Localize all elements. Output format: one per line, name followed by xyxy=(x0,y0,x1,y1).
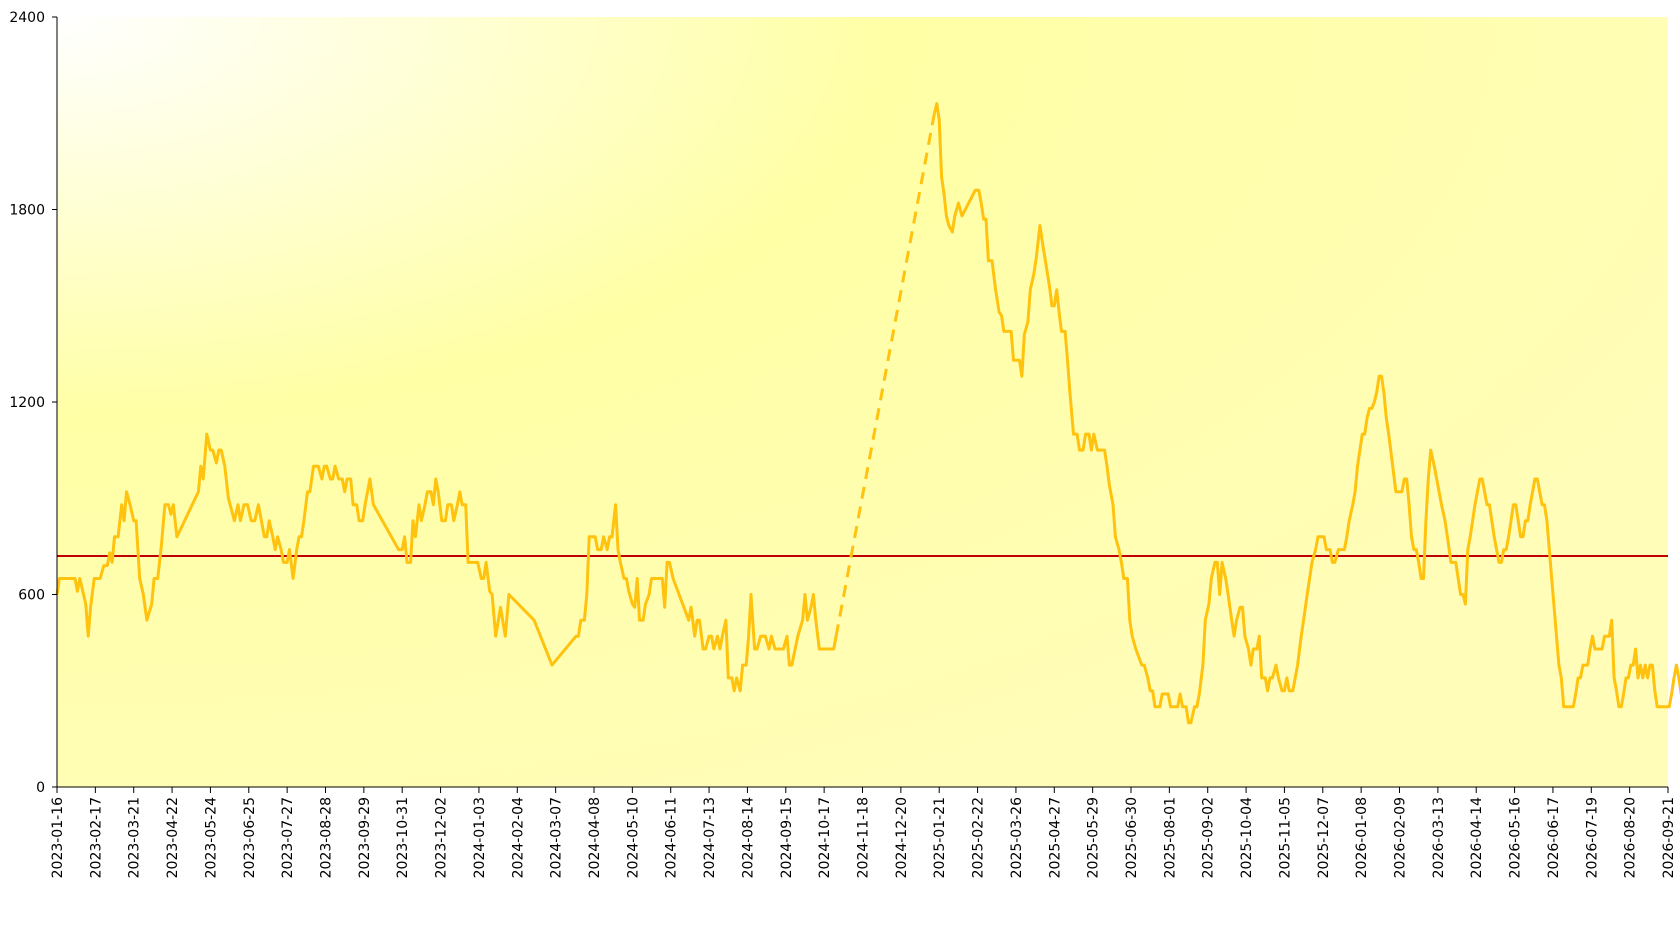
x-tick-label: 2025-06-30 xyxy=(1124,797,1140,878)
x-tick-label: 2023-08-28 xyxy=(319,797,335,878)
x-tick-label: 2023-02-17 xyxy=(88,797,104,878)
x-tick-label: 2024-01-03 xyxy=(472,797,488,878)
x-tick-label: 2024-11-18 xyxy=(856,797,872,878)
series-line-segment-2 xyxy=(834,113,936,637)
x-tick-label: 2026-03-13 xyxy=(1431,797,1447,878)
y-tick-label: 1200 xyxy=(9,395,45,411)
series-line-segment-3 xyxy=(932,102,1680,725)
x-tick-label: 2025-09-02 xyxy=(1201,797,1217,878)
x-tick-label: 2024-12-20 xyxy=(894,797,910,878)
x-tick-label: 2025-05-29 xyxy=(1086,797,1102,878)
x-tick-label: 2024-02-04 xyxy=(510,797,526,878)
x-tick-label: 2026-09-21 xyxy=(1661,797,1677,878)
x-tick-label: 2026-05-16 xyxy=(1508,797,1524,878)
x-tick-label: 2024-05-10 xyxy=(625,797,641,878)
x-tick-label: 2026-04-14 xyxy=(1469,797,1485,878)
x-tick-label: 2023-04-22 xyxy=(165,797,181,878)
x-tick-label: 2025-10-04 xyxy=(1239,797,1255,878)
x-tick-label: 2024-06-11 xyxy=(664,797,680,878)
x-tick-label: 2023-09-29 xyxy=(357,797,373,878)
x-tick-label: 2023-01-16 xyxy=(50,797,66,878)
x-tick-label: 2025-08-01 xyxy=(1162,797,1178,878)
x-tick-label: 2026-06-17 xyxy=(1546,797,1562,878)
x-tick-label: 2023-05-24 xyxy=(203,797,219,878)
y-tick-label: 0 xyxy=(36,780,45,796)
x-tick-label: 2024-09-15 xyxy=(779,797,795,878)
x-tick-label: 2025-04-27 xyxy=(1047,797,1063,878)
x-tick-label: 2026-02-09 xyxy=(1393,797,1409,878)
series-line-segment-1 xyxy=(55,432,838,693)
x-tick-label: 2026-08-20 xyxy=(1623,797,1639,878)
x-tick-label: 2023-12-02 xyxy=(434,797,450,878)
plot-background xyxy=(57,17,1668,787)
x-tick-label: 2024-10-17 xyxy=(817,797,833,878)
x-tick-label: 2023-07-27 xyxy=(280,797,296,878)
x-tick-label: 2026-01-08 xyxy=(1354,797,1370,878)
x-tick-label: 2024-04-08 xyxy=(587,797,603,878)
y-tick-label: 2400 xyxy=(9,10,45,26)
x-tick-label: 2023-10-31 xyxy=(395,797,411,878)
x-tick-label: 2023-06-25 xyxy=(242,797,258,878)
x-tick-label: 2023-03-21 xyxy=(127,797,143,878)
x-tick-label: 2025-11-05 xyxy=(1277,797,1293,878)
x-tick-label: 2024-03-07 xyxy=(549,797,565,878)
x-tick-label: 2025-01-21 xyxy=(932,797,948,878)
x-tick-label: 2026-07-19 xyxy=(1584,797,1600,878)
y-tick-label: 1800 xyxy=(9,203,45,219)
x-tick-label: 2025-12-07 xyxy=(1316,797,1332,878)
y-tick-label: 600 xyxy=(18,588,45,604)
x-tick-label: 2025-03-26 xyxy=(1009,797,1025,878)
x-tick-label: 2024-08-14 xyxy=(740,797,756,878)
x-tick-label: 2024-07-13 xyxy=(702,797,718,878)
x-tick-label: 2025-02-22 xyxy=(971,797,987,878)
